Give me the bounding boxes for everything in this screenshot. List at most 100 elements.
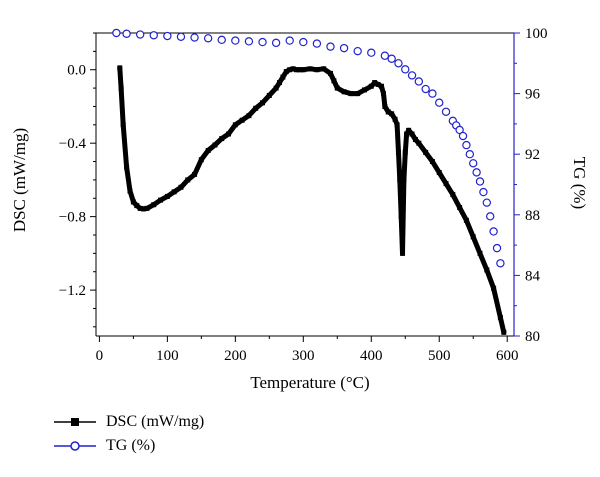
dsc-point	[484, 267, 490, 273]
legend-swatch-tg	[54, 441, 96, 451]
tg-point	[489, 227, 498, 236]
dsc-point	[331, 78, 337, 84]
tg-point	[299, 37, 308, 47]
dsc-point	[205, 148, 211, 154]
x-tick-label-0: 0	[96, 348, 104, 364]
dsc-point	[491, 285, 497, 291]
dsc-point	[120, 122, 126, 128]
dsc-point	[412, 137, 418, 143]
dsc-point	[381, 91, 387, 97]
tg-point	[465, 149, 475, 159]
tg-point	[244, 37, 254, 46]
tg-point	[367, 48, 376, 57]
dsc-point	[404, 131, 410, 137]
dsc-point	[164, 193, 170, 199]
dsc-point	[321, 66, 327, 72]
x-axis-title: Temperature (°C)	[250, 373, 369, 392]
dsc-point	[141, 206, 147, 212]
dsc-point	[327, 70, 333, 76]
right-y-axis-ticks: 100 96 92 88 84 80	[514, 26, 548, 345]
tg-point	[394, 59, 403, 68]
dsc-point	[400, 250, 406, 256]
dsc-point	[219, 136, 225, 142]
dsc-point	[192, 171, 198, 177]
dsc-point	[443, 181, 449, 187]
right-y-axis-title: TG (%)	[570, 157, 589, 209]
tg-point	[339, 43, 349, 53]
dsc-point	[232, 122, 238, 128]
tg-point	[285, 36, 294, 45]
tg-point	[149, 31, 158, 40]
tg-point	[486, 212, 495, 221]
y-left-tick-label-0: 0.0	[67, 63, 86, 79]
x-tick-label-300: 300	[292, 348, 315, 364]
left-y-axis-title: DSC (mW/mg)	[10, 128, 29, 232]
dsc-point	[378, 83, 384, 89]
dsc-point	[436, 170, 442, 176]
tg-point	[414, 77, 424, 86]
dsc-point	[389, 111, 395, 117]
dsc-point	[416, 140, 422, 146]
dsc-point	[226, 131, 232, 137]
tg-point	[462, 140, 471, 150]
tg-point	[190, 33, 199, 42]
dsc-point	[392, 116, 398, 122]
tg-point	[435, 98, 444, 107]
dsc-point	[401, 177, 407, 183]
dsc-point	[361, 87, 367, 93]
dsc-point	[198, 157, 204, 163]
dsc-point	[497, 315, 503, 321]
tg-point	[472, 168, 481, 177]
dsc-point	[341, 89, 347, 95]
dsc-point	[124, 164, 130, 170]
dsc-point	[457, 204, 463, 210]
dsc-point	[395, 149, 401, 155]
dsc-point	[287, 67, 293, 73]
dsc-point	[368, 83, 374, 89]
tg-point	[203, 34, 213, 43]
tg-point	[122, 29, 131, 38]
dsc-point	[294, 67, 300, 73]
dsc-point	[409, 131, 415, 137]
dsc-point	[283, 69, 289, 75]
legend-label-tg: TG (%)	[106, 437, 156, 454]
legend-item-dsc: DSC (mW/mg)	[52, 410, 204, 434]
y-right-tick-label-84: 84	[525, 268, 541, 284]
dsc-point	[477, 250, 483, 256]
dsc-point	[280, 74, 286, 80]
tg-point	[421, 84, 430, 94]
dsc-point	[137, 205, 143, 211]
tg-point	[441, 107, 451, 116]
y-left-tick-label-1: −0.4	[59, 136, 87, 152]
dsc-point	[375, 81, 381, 87]
y-right-tick-label-80: 80	[525, 329, 540, 345]
legend-item-tg: TG (%)	[52, 434, 204, 458]
tg-point	[353, 46, 362, 56]
dsc-point	[158, 197, 164, 203]
tg-point	[479, 187, 488, 197]
x-tick-label-600: 600	[496, 348, 519, 364]
tg-point	[135, 30, 145, 39]
dsc-point	[314, 67, 320, 73]
tg-point	[428, 89, 437, 98]
dsc-point	[406, 127, 412, 133]
dsc-point	[144, 205, 150, 211]
dsc-point	[307, 66, 313, 72]
x-tick-label-200: 200	[224, 348, 247, 364]
tg-point	[407, 71, 417, 80]
dsc-point	[171, 189, 177, 195]
x-tick-label-500: 500	[428, 348, 451, 364]
y-left-tick-label-2: −0.8	[59, 210, 86, 226]
dsc-point	[300, 67, 306, 73]
legend-label-dsc: DSC (mW/mg)	[106, 413, 205, 430]
tg-point	[380, 51, 390, 60]
x-tick-label-400: 400	[360, 348, 383, 364]
dsc-point	[394, 122, 400, 128]
dsc-point	[450, 192, 456, 198]
dsc-point	[127, 188, 133, 194]
legend-swatch-dsc	[54, 418, 96, 426]
legend: DSC (mW/mg) TG (%)	[52, 410, 204, 458]
x-axis-ticks: 0 100 200 300 400 500 600	[96, 336, 519, 364]
dsc-point	[397, 177, 403, 183]
